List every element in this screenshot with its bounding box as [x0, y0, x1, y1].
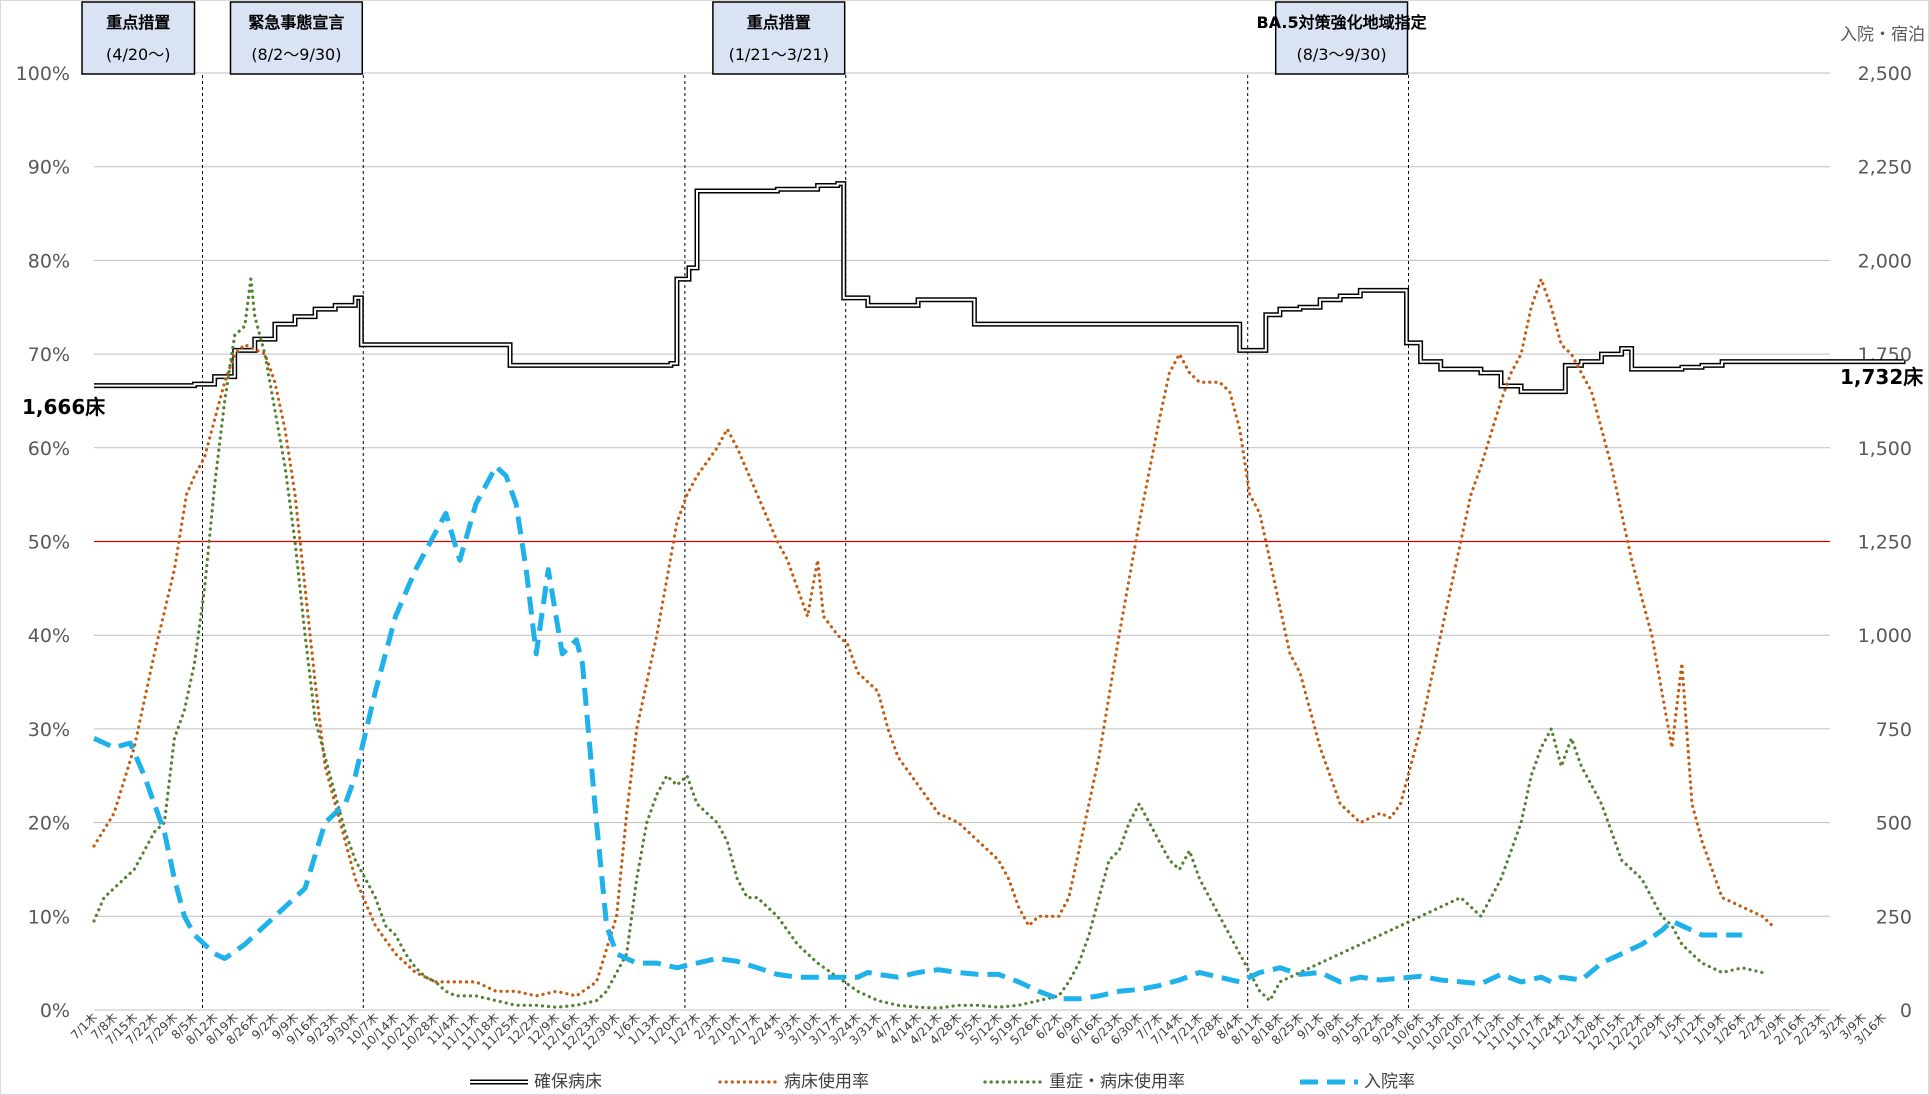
left-tick-label: 90%	[28, 157, 70, 179]
right-tick-label: 1,000	[1858, 625, 1912, 647]
series-beds-inner	[94, 182, 1904, 393]
left-tick-label: 70%	[28, 344, 70, 366]
series-病床使用率	[92, 277, 1774, 998]
period-annotation: 重点措置 (4/20～)	[81, 1, 196, 75]
right-tick-label: 250	[1876, 906, 1912, 928]
left-tick-label: 50%	[28, 532, 70, 554]
legend-label: 確保病床	[534, 1072, 602, 1092]
left-tick-label: 20%	[28, 813, 70, 835]
right-axis-label: 入院・宿泊	[1840, 25, 1925, 45]
left-tick-label: 40%	[28, 625, 70, 647]
legend-label: 入院率	[1364, 1072, 1415, 1092]
left-tick-label: 10%	[28, 906, 70, 928]
annotation-text: (1/21～3/21)	[729, 45, 829, 64]
series-入院率	[92, 464, 1743, 1002]
left-tick-label: 100%	[16, 63, 70, 85]
legend-label: 重症・病床使用率	[1049, 1071, 1185, 1092]
annotation-box	[229, 1, 364, 75]
annotation-text: (4/20～)	[106, 45, 170, 64]
period-annotations: 重点措置 (4/20～) 緊急事態宣言 (8/2～9/30) 重点措置 (1/21～3/2…	[81, 1, 1427, 75]
right-tick-label: 0	[1900, 1000, 1912, 1022]
legend: 確保病床 病床使用率 重症・病床使用率 入院率	[470, 1071, 1415, 1092]
legend-label: 病床使用率	[784, 1071, 869, 1092]
annotation-box	[81, 1, 196, 75]
annotation-text: 重点措置	[106, 13, 170, 32]
left-tick-label: 0%	[40, 1000, 70, 1022]
right-tick-label: 500	[1876, 813, 1912, 835]
annotation-box	[712, 1, 846, 75]
right-tick-label: 750	[1876, 719, 1912, 741]
period-annotation: 重点措置 (1/21～3/21)	[712, 1, 846, 75]
end-bed-label: 1,732床	[1840, 365, 1924, 389]
left-tick-label: 30%	[28, 719, 70, 741]
right-tick-label: 2,250	[1858, 157, 1912, 179]
annotation-text: 緊急事態宣言	[248, 13, 344, 32]
left-tick-label: 80%	[28, 250, 70, 272]
series-lines	[92, 181, 1906, 1010]
right-axis-ticks: 02505007501,0001,2501,5001,7502,0002,250…	[1858, 63, 1912, 1022]
start-bed-label: 1,666床	[22, 395, 106, 419]
left-axis-ticks: 0% 10% 20% 30% 40% 50% 60% 70% 80% 90% 100%	[16, 63, 70, 1022]
series-重症・病床使用率	[92, 277, 1764, 1010]
right-tick-label: 2,000	[1858, 250, 1912, 272]
annotation-text: (8/2～9/30)	[251, 45, 341, 64]
annotation-text: 重点措置	[747, 13, 811, 32]
annotation-text: (8/3～9/30)	[1297, 45, 1387, 64]
right-tick-label: 1,250	[1858, 532, 1912, 554]
period-annotation: 緊急事態宣言 (8/2～9/30)	[229, 1, 364, 75]
right-tick-label: 2,500	[1858, 63, 1912, 85]
annotation-text: BA.5対策強化地域指定	[1257, 13, 1427, 32]
right-tick-label: 1,500	[1858, 438, 1912, 460]
left-tick-label: 60%	[28, 438, 70, 460]
annotation-box	[1274, 1, 1409, 75]
period-annotation: BA.5対策強化地域指定 (8/3～9/30)	[1257, 1, 1427, 75]
